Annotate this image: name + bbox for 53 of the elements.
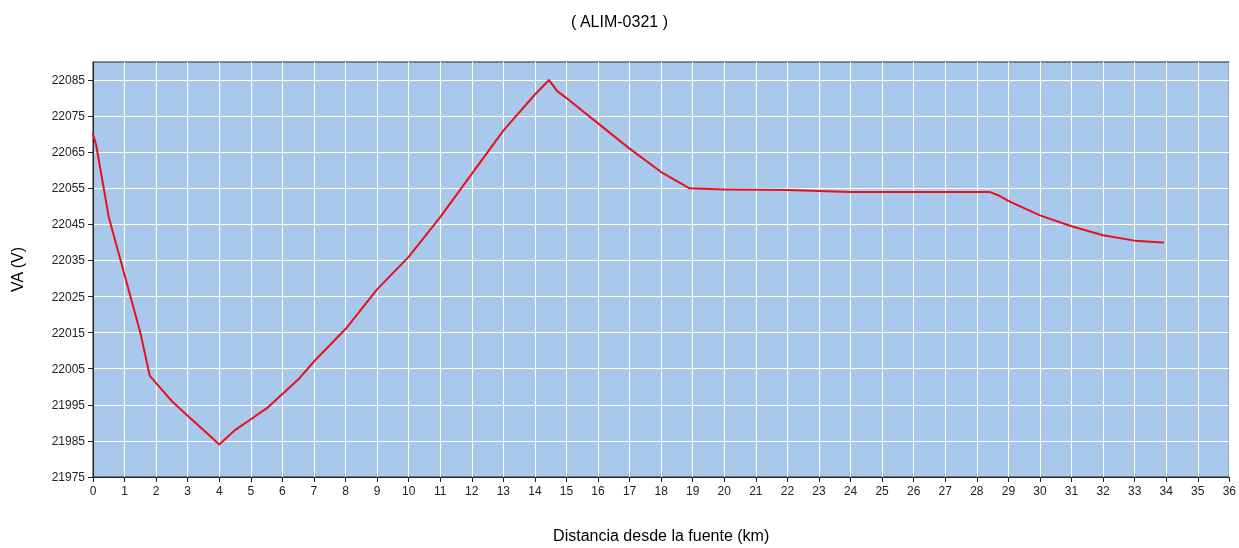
x-tick-label: 3 [184,484,192,498]
y-tick-label: 22015 [51,325,86,340]
y-tick-label: 22005 [51,361,86,376]
x-tick-label: 23 [812,484,826,498]
x-tick-label: 25 [875,484,890,498]
x-tick-label: 0 [89,484,97,498]
x-tick-label: 10 [401,484,416,498]
y-tick-label: 22035 [51,253,86,268]
x-tick-label: 33 [1127,484,1142,498]
x-tick-label: 20 [717,484,732,498]
y-tick-label: 22085 [51,73,86,88]
x-tick-label: 26 [907,484,921,498]
x-tick-label: 22 [780,484,795,498]
x-tick-label: 31 [1064,484,1079,498]
x-tick-label: 27 [938,484,953,498]
x-tick-label: 30 [1033,484,1047,498]
y-tick-label: 22065 [51,145,86,160]
x-tick-label: 34 [1159,484,1174,498]
x-tick-label: 13 [496,484,511,498]
x-tick-label: 32 [1096,484,1111,498]
x-tick-label: 24 [843,484,858,498]
y-tick-label: 22055 [51,181,86,196]
x-tick-label: 1 [121,484,129,498]
x-tick-label: 2 [152,484,160,498]
x-axis-title: Distancia desde la fuente (km) [553,526,770,544]
x-tick-label: 5 [247,484,255,498]
x-tick-label: 28 [970,484,984,498]
x-tick-label: 15 [559,484,574,498]
x-tick-label: 16 [591,484,606,498]
y-tick-label: 21975 [51,470,86,484]
x-tick-label: 11 [433,484,447,498]
x-tick-label: 21 [749,484,763,498]
y-axis-title: VA (V) [8,246,26,293]
x-tick-label: 4 [215,484,223,498]
x-tick-label: 8 [342,484,350,498]
y-tick-label: 22025 [51,289,86,304]
chart-title: ( ALIM-0321 ) [571,12,668,30]
x-tick-label: 7 [310,484,318,498]
x-tick-label: 18 [654,484,669,498]
x-tick-label: 35 [1191,484,1205,498]
x-tick-label: 14 [528,484,542,498]
x-tick-label: 29 [1001,484,1016,498]
x-tick-label: 36 [1222,484,1237,498]
y-tick-label: 22075 [51,109,86,124]
x-tick-label: 9 [373,484,381,498]
y-tick-label: 21995 [51,397,86,412]
y-tick-label: 22045 [51,217,86,232]
x-tick-label: 6 [279,484,287,498]
x-tick-label: 17 [622,484,637,498]
line-series [92,79,1165,446]
x-tick-label: 19 [686,484,700,498]
y-tick-label: 21985 [51,433,86,448]
x-tick-label: 12 [465,484,479,498]
